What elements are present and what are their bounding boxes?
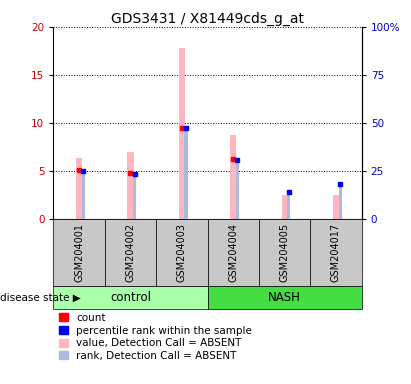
Legend: count, percentile rank within the sample, value, Detection Call = ABSENT, rank, : count, percentile rank within the sample… (59, 313, 252, 361)
Bar (287, 192, 290, 219)
Bar (208, 286, 362, 309)
Text: GSM204002: GSM204002 (125, 223, 136, 282)
Bar (53, 219, 105, 286)
Text: GSM204017: GSM204017 (331, 223, 341, 282)
Bar (53, 286, 208, 309)
Bar (156, 219, 208, 286)
Text: NASH: NASH (268, 291, 301, 304)
Text: control: control (110, 291, 151, 304)
Bar (259, 219, 310, 286)
Bar (105, 219, 156, 286)
Bar (133, 174, 136, 219)
Bar (236, 159, 239, 219)
Text: disease state ▶: disease state ▶ (0, 293, 81, 303)
Bar (208, 219, 259, 286)
Bar (339, 184, 342, 219)
Text: GSM204003: GSM204003 (177, 223, 187, 282)
Text: GSM204004: GSM204004 (228, 223, 238, 282)
Text: GSM204005: GSM204005 (279, 223, 290, 282)
Bar (185, 127, 187, 219)
Bar (333, 195, 339, 219)
Title: GDS3431 / X81449cds_g_at: GDS3431 / X81449cds_g_at (111, 12, 304, 26)
Bar (127, 152, 134, 219)
Bar (310, 219, 362, 286)
Bar (82, 171, 85, 219)
Bar (76, 158, 82, 219)
Bar (282, 195, 288, 219)
Bar (179, 48, 185, 219)
Text: GSM204001: GSM204001 (74, 223, 84, 282)
Bar (230, 136, 236, 219)
